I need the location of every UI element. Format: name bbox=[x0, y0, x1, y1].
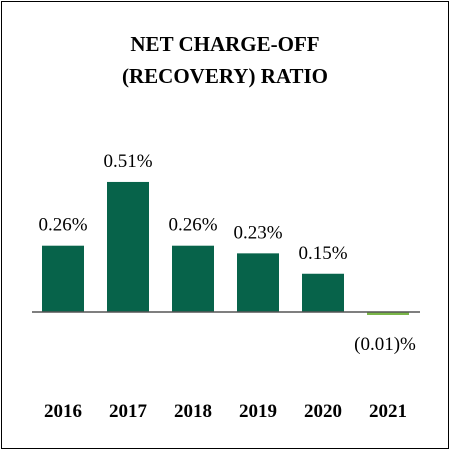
bar-2020 bbox=[302, 273, 344, 312]
bar-2017 bbox=[107, 181, 149, 312]
data-label-2020: 0.15% bbox=[298, 243, 347, 264]
bars-group bbox=[42, 181, 409, 315]
chart-title-line-2: (RECOVERY) RATIO bbox=[122, 64, 328, 88]
x-tick-label-2020: 2020 bbox=[304, 401, 342, 422]
data-labels-group: 0.26% 0.51% 0.26% 0.23% 0.15% (0.01)% bbox=[38, 151, 416, 355]
data-label-2017: 0.51% bbox=[103, 151, 152, 172]
data-label-2018: 0.26% bbox=[168, 215, 217, 236]
bar-2021 bbox=[367, 312, 409, 315]
x-tick-label-2021: 2021 bbox=[369, 401, 407, 422]
x-tick-label-2018: 2018 bbox=[174, 401, 212, 422]
data-label-2019: 0.23% bbox=[233, 222, 282, 243]
x-tick-label-2017: 2017 bbox=[109, 401, 148, 422]
x-tick-labels-group: 2016 2017 2018 2019 2020 2021 bbox=[44, 401, 407, 422]
x-tick-label-2019: 2019 bbox=[239, 401, 277, 422]
data-label-2021: (0.01)% bbox=[354, 334, 416, 355]
bar-2018 bbox=[172, 245, 214, 312]
bar-2019 bbox=[237, 253, 279, 312]
chart-title-line-1: NET CHARGE-OFF bbox=[130, 32, 319, 56]
x-tick-label-2016: 2016 bbox=[44, 401, 82, 422]
data-label-2016: 0.26% bbox=[38, 215, 87, 236]
bar-2016 bbox=[42, 245, 84, 312]
